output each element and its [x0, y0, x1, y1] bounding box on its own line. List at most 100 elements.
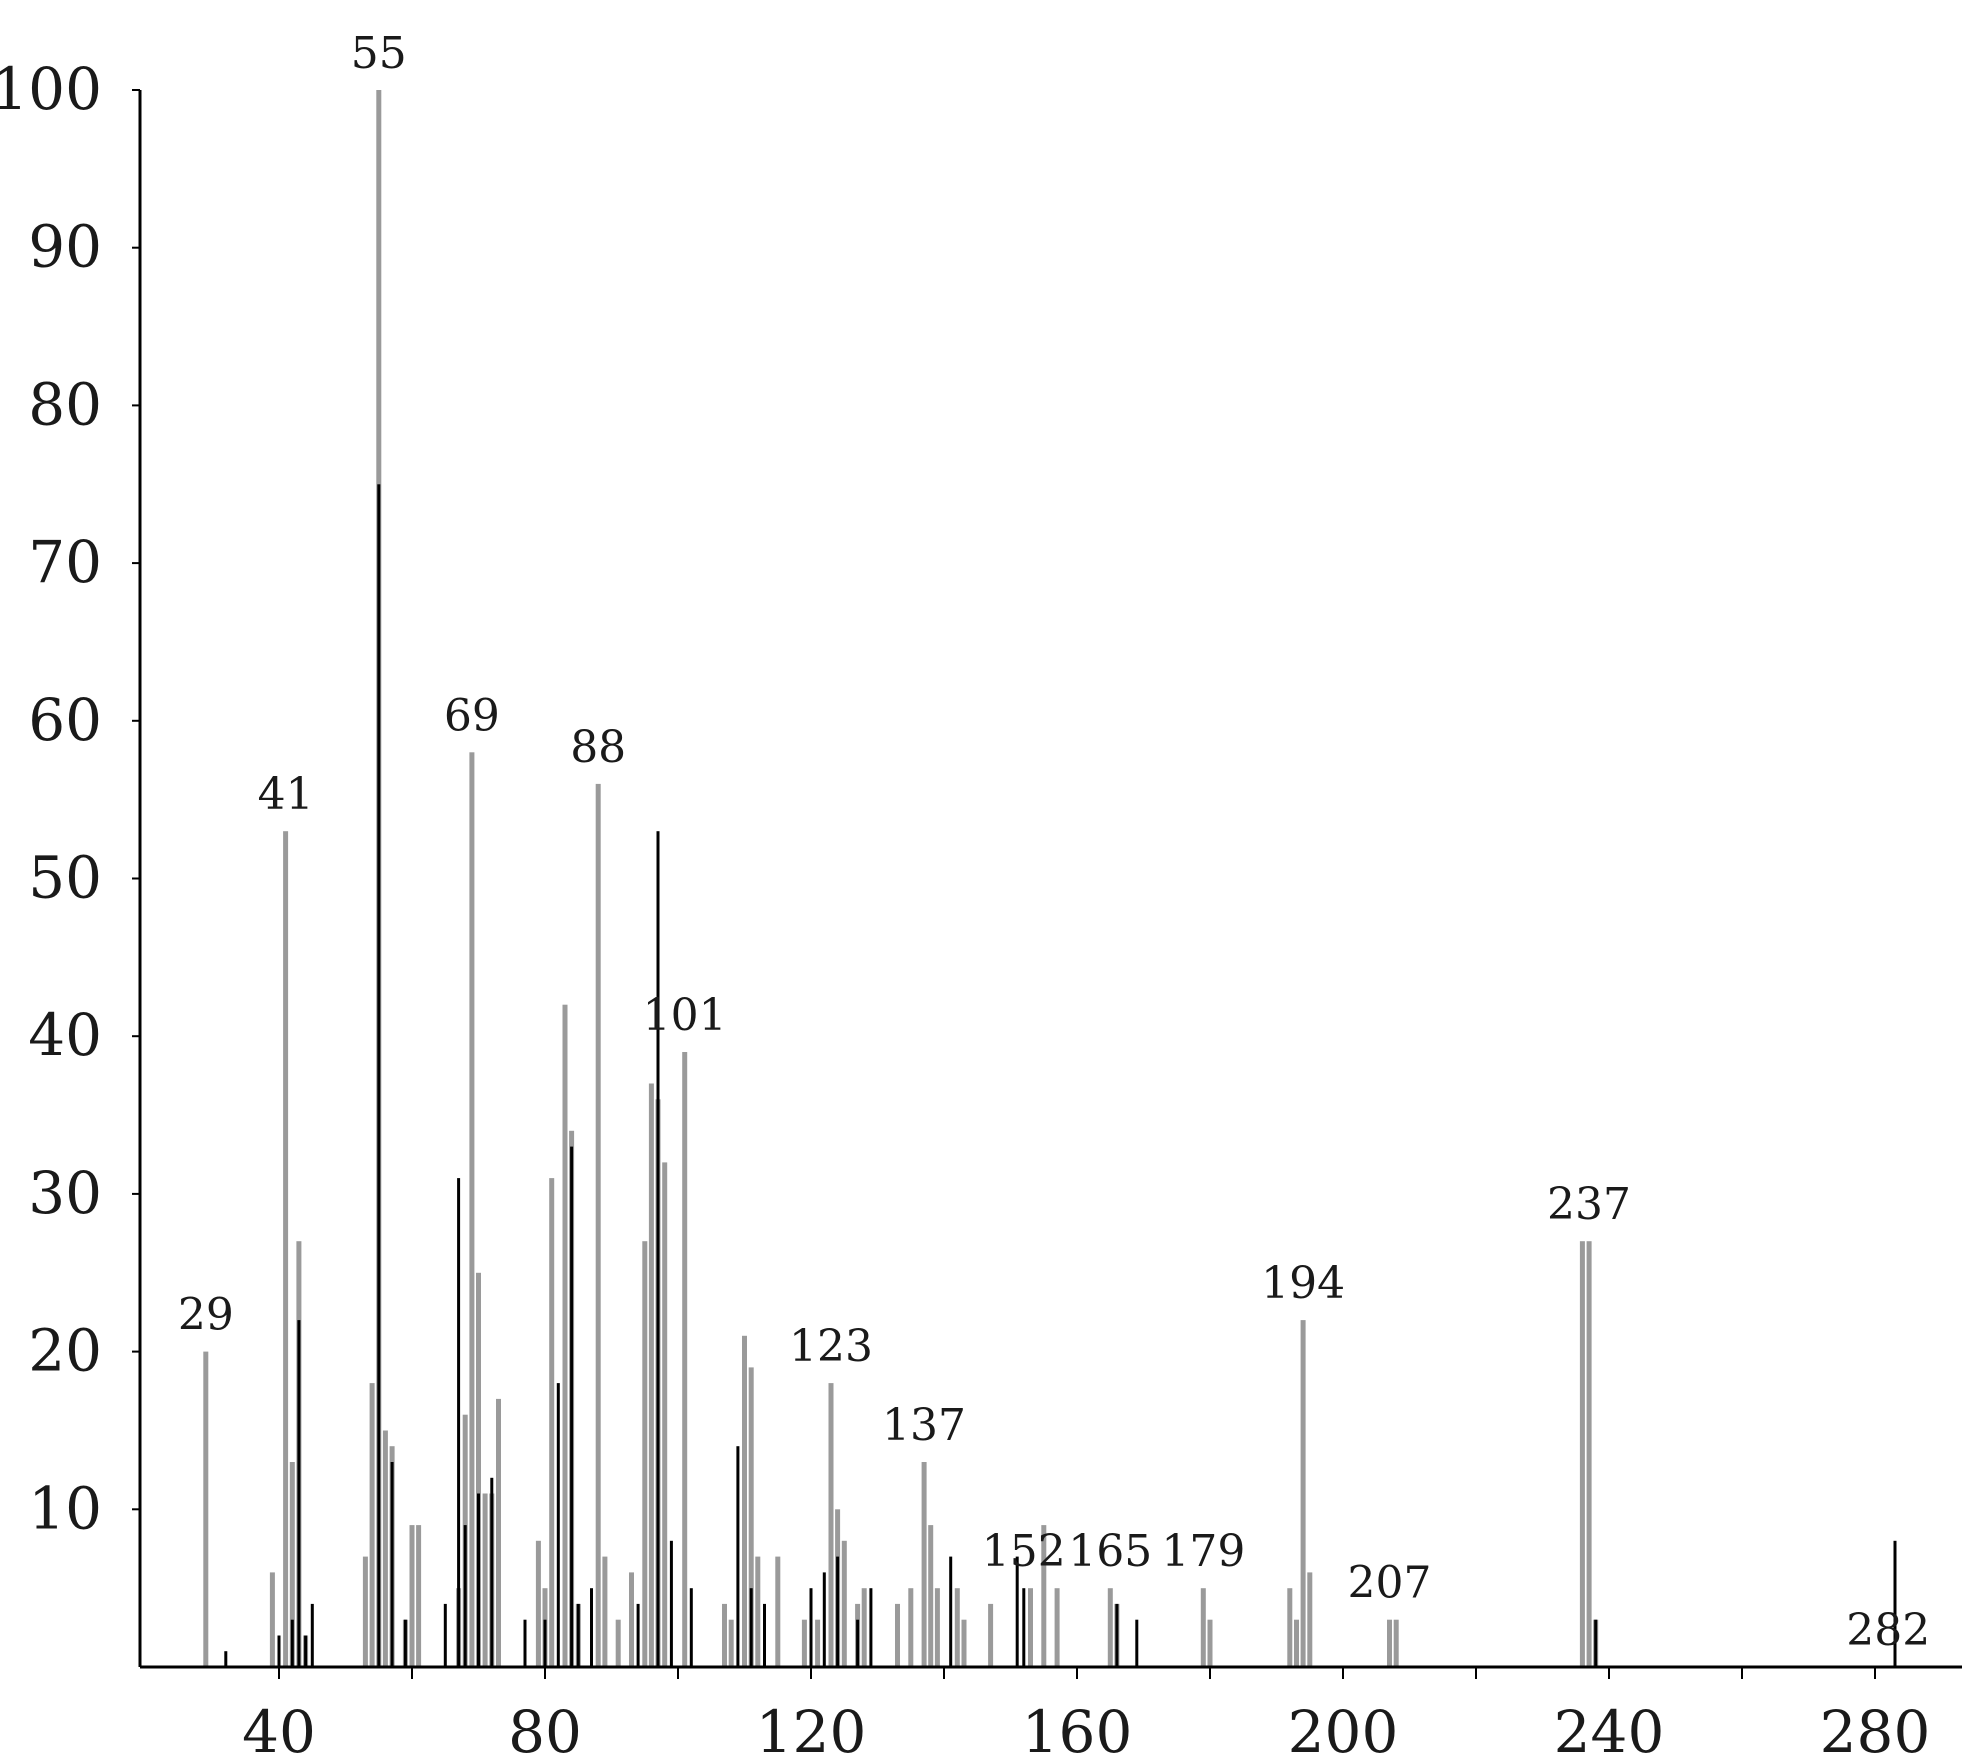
bar-b	[377, 484, 381, 1668]
bar-a	[595, 783, 601, 1667]
bar-a	[1207, 1619, 1213, 1667]
bar-a	[801, 1619, 807, 1667]
peak-label: 194	[1261, 1258, 1345, 1309]
bar-b	[490, 1477, 494, 1667]
bar-b	[1893, 1540, 1897, 1667]
bar-b	[809, 1588, 813, 1667]
peak-label: 237	[1547, 1179, 1631, 1230]
bar-b	[403, 1619, 407, 1667]
peak-label: 179	[1161, 1526, 1245, 1577]
bar-b	[822, 1572, 826, 1667]
bar-a	[988, 1603, 994, 1667]
peak-label: 152	[982, 1526, 1066, 1577]
bar-a	[362, 1556, 368, 1667]
peak-label: 165	[1068, 1526, 1152, 1577]
bar-a	[369, 1383, 375, 1667]
bar-a	[728, 1619, 734, 1667]
peak-label: 282	[1846, 1605, 1930, 1656]
bar-a	[1107, 1588, 1113, 1667]
bar-a	[289, 1462, 295, 1667]
bar-b	[443, 1603, 447, 1667]
y-tick-label: 10	[28, 1474, 102, 1542]
peak-label: 55	[351, 28, 407, 79]
y-tick-label: 70	[28, 528, 102, 596]
x-tick-label: 40	[242, 1698, 316, 1760]
bar-a	[1393, 1619, 1399, 1667]
bar-a	[416, 1525, 422, 1667]
bar-b	[669, 1540, 673, 1667]
bar-a	[828, 1383, 834, 1667]
bar-a	[269, 1572, 275, 1667]
bar-a	[382, 1430, 388, 1667]
bar-b	[304, 1635, 308, 1667]
bar-a	[1307, 1572, 1313, 1667]
bar-b	[856, 1619, 860, 1667]
bar-a	[1579, 1241, 1585, 1667]
bar-a	[283, 831, 289, 1667]
bar-b	[1015, 1556, 1019, 1667]
bar-a	[476, 1272, 481, 1668]
bar-a	[629, 1572, 634, 1667]
bar-b	[869, 1588, 873, 1667]
bar-a	[1300, 1320, 1306, 1667]
bar-b	[523, 1619, 527, 1667]
y-tick-label: 90	[28, 213, 102, 281]
x-tick-label: 280	[1820, 1698, 1931, 1760]
bar-a	[642, 1241, 648, 1667]
peak-label: 41	[258, 769, 314, 820]
bar-b	[310, 1603, 314, 1667]
bar-b	[1135, 1619, 1139, 1667]
bar-a	[841, 1540, 847, 1667]
bar-a	[482, 1493, 488, 1667]
bar-a	[934, 1588, 940, 1667]
y-tick-label: 40	[28, 1001, 102, 1069]
bar-a	[861, 1588, 867, 1667]
y-tick-label: 30	[28, 1159, 102, 1227]
bar-a	[562, 1004, 568, 1667]
bar-a	[535, 1540, 541, 1667]
bar-b	[656, 831, 660, 1667]
bar-a	[549, 1178, 555, 1667]
bar-a	[1287, 1588, 1293, 1667]
bar-a	[602, 1556, 608, 1667]
bar-a	[1054, 1588, 1060, 1667]
peak-label: 123	[789, 1321, 873, 1372]
peak-label: 69	[444, 690, 500, 741]
bar-b	[576, 1603, 580, 1667]
bar-b	[457, 1178, 461, 1667]
x-tick-label: 240	[1554, 1698, 1665, 1760]
bar-a	[1294, 1619, 1299, 1667]
bar-b	[836, 1556, 840, 1667]
axes: 10 20 30 40 50 60 70 80 90 100 40 80 120 160 200 240 280	[0, 55, 1962, 1760]
bar-b	[590, 1588, 593, 1667]
bar-b	[290, 1619, 294, 1667]
bar-b	[636, 1603, 640, 1667]
bar-a	[1200, 1588, 1206, 1667]
bar-a	[203, 1351, 209, 1667]
bar-a	[815, 1619, 821, 1667]
bar-a	[409, 1525, 415, 1667]
peak-label: 29	[178, 1290, 234, 1341]
peak-label: 101	[643, 990, 727, 1041]
bar-a	[961, 1619, 967, 1667]
bar-b	[277, 1635, 281, 1667]
bar-b	[463, 1525, 467, 1667]
y-tick-label: 100	[0, 55, 102, 123]
x-tick-label: 160	[1022, 1698, 1133, 1760]
bar-b	[949, 1556, 953, 1667]
bar-a	[496, 1398, 501, 1667]
bar-b	[1594, 1619, 1598, 1667]
peak-label: 207	[1348, 1558, 1432, 1609]
bar-a	[921, 1462, 927, 1667]
bar-b	[736, 1446, 740, 1667]
y-tick-label: 20	[28, 1317, 102, 1385]
bar-a	[755, 1556, 761, 1667]
bar-b	[543, 1619, 547, 1667]
bar-a	[1586, 1241, 1592, 1667]
bar-a	[1387, 1619, 1392, 1667]
y-tick-label: 50	[28, 844, 102, 912]
x-tick-label: 120	[756, 1698, 867, 1760]
y-tick-label: 60	[28, 686, 102, 754]
x-tick-label: 80	[508, 1698, 582, 1760]
